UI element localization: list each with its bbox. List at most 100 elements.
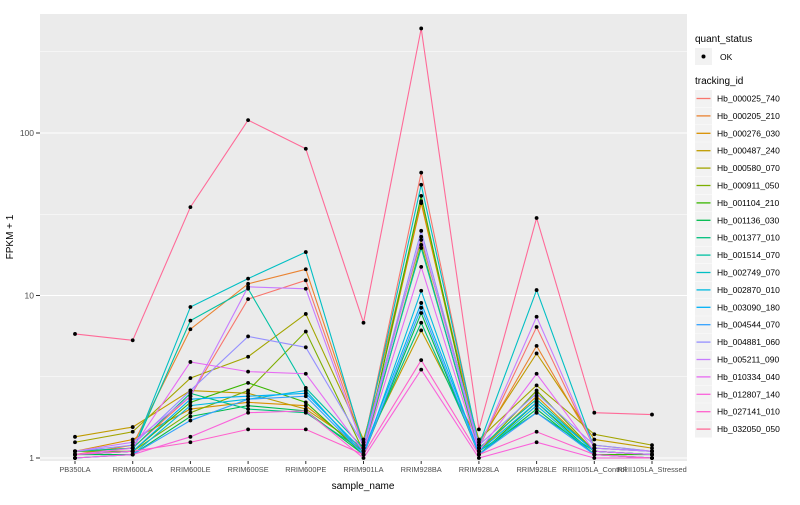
data-point [592, 449, 597, 454]
data-point [246, 407, 251, 411]
data-point [361, 452, 366, 457]
data-point [188, 410, 193, 415]
legend-item-label: Hb_004544_070 [717, 320, 780, 330]
data-point [534, 383, 539, 388]
y-tick-label: 1 [29, 453, 34, 463]
data-point [650, 452, 654, 457]
data-point [419, 242, 424, 247]
data-point [188, 440, 193, 445]
data-point [303, 312, 308, 316]
data-point [419, 246, 424, 250]
data-point [419, 228, 424, 233]
y-axis-title: FPKM + 1 [5, 214, 16, 259]
data-point [246, 397, 251, 402]
legend-item-Hb_001514_070: Hb_001514_070 [695, 246, 780, 264]
x-tick-label: PB350LA [59, 465, 90, 474]
data-point [361, 446, 366, 451]
data-point [130, 338, 135, 343]
legend-key-quant-status [695, 48, 712, 65]
data-point [303, 391, 308, 396]
data-point [592, 443, 597, 448]
legend-item-Hb_003090_180: Hb_003090_180 [695, 298, 780, 316]
data-point [303, 345, 308, 350]
data-point [419, 194, 424, 198]
data-point [534, 371, 539, 376]
data-point [246, 427, 251, 432]
legend-item-Hb_004544_070: Hb_004544_070 [695, 316, 780, 334]
data-point [534, 325, 539, 329]
data-point [130, 446, 135, 451]
data-point [246, 369, 251, 374]
legend-item-label: Hb_012807_140 [717, 389, 780, 399]
data-point [246, 284, 251, 289]
data-point [303, 250, 308, 254]
data-point [130, 429, 135, 434]
data-point [419, 237, 424, 242]
data-point [477, 427, 481, 432]
data-point [361, 320, 366, 325]
data-point [592, 452, 597, 457]
legend-item-label: Hb_001136_030 [717, 215, 780, 225]
legend-item-label: Hb_002870_010 [717, 285, 780, 295]
legend-item-label: Hb_000911_050 [717, 181, 780, 191]
data-point [130, 437, 135, 442]
data-point [534, 410, 539, 415]
legend-item-label: Hb_002749_070 [717, 268, 780, 278]
x-tick-label: RRIM928LA [459, 465, 499, 474]
data-point [419, 170, 424, 175]
data-point [419, 320, 424, 325]
data-point [419, 301, 424, 305]
data-point [419, 26, 424, 31]
data-point [534, 397, 539, 402]
legend-item-Hb_005211_090: Hb_005211_090 [695, 351, 780, 368]
data-point [130, 443, 135, 448]
data-point [592, 410, 597, 415]
data-point [246, 281, 251, 286]
data-point [188, 394, 193, 399]
legend-item-Hb_002870_010: Hb_002870_010 [695, 281, 780, 299]
y-tick-label: 100 [20, 128, 34, 138]
legend-item-Hb_004881_060: Hb_004881_060 [695, 333, 780, 351]
data-point [246, 391, 251, 396]
data-point [246, 118, 251, 123]
legend-item-Hb_000025_740: Hb_000025_740 [695, 90, 780, 107]
data-point [650, 412, 654, 417]
x-axis-title: sample_name [332, 481, 395, 492]
legend-item-Hb_010334_040: Hb_010334_040 [695, 368, 780, 386]
legend-label-ok: OK [720, 52, 733, 62]
data-point [188, 360, 193, 364]
data-point [188, 407, 193, 411]
legend-item-Hb_000205_210: Hb_000205_210 [695, 107, 780, 125]
data-point [534, 288, 539, 292]
data-point [419, 311, 424, 315]
data-point [73, 449, 77, 454]
x-tick-label: RRIM901LA [343, 465, 383, 474]
data-point [534, 403, 539, 408]
data-point [303, 371, 308, 376]
data-point [650, 446, 654, 451]
legend-item-label: Hb_027141_010 [717, 407, 780, 417]
legend-item-label: Hb_000205_210 [717, 111, 780, 121]
data-point [188, 327, 193, 332]
data-point [419, 305, 424, 310]
data-point [361, 437, 366, 442]
data-point [130, 449, 135, 454]
data-point [246, 276, 251, 281]
legend-item-label: Hb_003090_180 [717, 302, 780, 312]
data-point [534, 407, 539, 411]
legend-item-label: Hb_001514_070 [717, 250, 780, 260]
x-tick-label: RRIM600LE [170, 465, 210, 474]
data-point [303, 267, 308, 272]
data-point [534, 388, 539, 393]
data-point [303, 403, 308, 408]
data-point [303, 394, 308, 399]
data-point [188, 318, 193, 323]
x-tick-label: RRIM600PE [285, 465, 326, 474]
data-point [477, 437, 481, 442]
data-point [534, 440, 539, 445]
legend-items-tracking-id: Hb_000025_740 Hb_000205_210 Hb_000276_030 H… [695, 90, 780, 438]
data-point [477, 443, 481, 448]
legend-item-label: Hb_010334_040 [717, 372, 780, 382]
legend-item-Hb_002749_070: Hb_002749_070 [695, 264, 780, 281]
